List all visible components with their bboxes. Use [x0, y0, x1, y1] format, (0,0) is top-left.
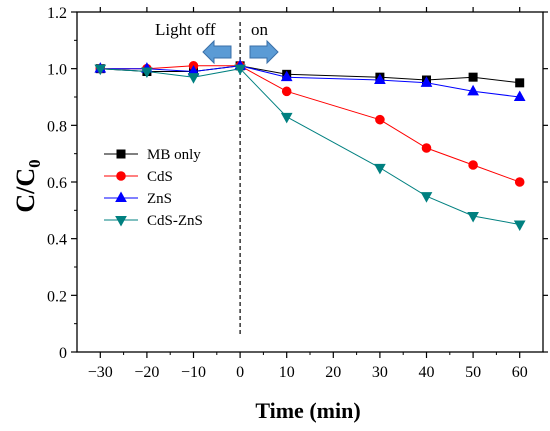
series-line	[100, 65, 520, 84]
data-point	[187, 73, 200, 84]
x-tick-label: 10	[279, 364, 295, 381]
y-axis-title: C/C0	[11, 159, 44, 212]
legend-item: CdS-ZnS	[104, 213, 203, 229]
series-zns	[94, 59, 526, 101]
data-point	[375, 114, 385, 125]
legend-label: CdS-ZnS	[147, 213, 203, 229]
y-tick-label: 1.0	[47, 62, 67, 79]
x-tick-label: 30	[372, 364, 388, 381]
data-point	[374, 163, 386, 175]
data-point	[513, 90, 526, 101]
data-point	[467, 212, 479, 223]
data-point	[421, 143, 432, 153]
x-tick-label: −10	[181, 364, 206, 381]
series-mb-only	[95, 61, 525, 88]
x-axis-title: Time (min)	[255, 398, 360, 423]
series-line	[100, 65, 520, 183]
data-point	[468, 160, 478, 170]
light-off-label: Light off	[155, 20, 216, 39]
y-tick-label: 1.2	[47, 5, 67, 22]
plot-area: −30 −20 −10 0 10 20 30 40 50 60 0 0.2 0.4 0.6 0.8 1.0 1.…	[47, 5, 548, 381]
x-tick-label: 40	[419, 364, 435, 381]
y-tick-label: 0.6	[47, 175, 67, 192]
y-axis-title-sub: 0	[25, 159, 44, 168]
data-point	[94, 64, 107, 76]
data-point	[280, 70, 293, 82]
legend-marker	[116, 149, 126, 159]
data-point	[514, 177, 525, 187]
data-point	[420, 192, 433, 203]
x-tick-label: 0	[236, 364, 244, 381]
data-point	[420, 76, 433, 87]
data-point	[513, 220, 526, 232]
data-point	[281, 86, 292, 97]
series-layer	[94, 59, 526, 232]
y-tick-label: 0	[59, 345, 67, 362]
y-axis-title-main: C/C	[11, 168, 40, 213]
svg-text:C/C0: C/C0	[11, 159, 44, 212]
series-cds-zns	[94, 64, 526, 232]
arrow-left-icon	[202, 39, 232, 65]
annotation-layer: Light off on	[155, 20, 279, 65]
arrow-right-icon	[249, 39, 279, 65]
x-tick-label: −30	[88, 364, 113, 381]
data-point	[141, 67, 153, 79]
legend-marker	[115, 191, 127, 202]
x-tick-label: 60	[512, 364, 528, 381]
legend-label: ZnS	[147, 191, 172, 207]
legend-item: ZnS	[104, 191, 172, 207]
series-cds	[95, 61, 525, 187]
legend-label: CdS	[147, 169, 173, 185]
data-point	[280, 112, 293, 124]
legend-item: MB only	[104, 147, 201, 163]
legend-marker	[116, 171, 126, 181]
data-point	[468, 72, 478, 82]
legend-label: MB only	[147, 147, 201, 163]
data-point	[467, 84, 479, 96]
y-tick-label: 0.8	[47, 118, 67, 135]
data-point	[374, 73, 386, 84]
x-tick-label: 50	[465, 364, 481, 381]
y-tick-label: 0.2	[47, 288, 67, 305]
y-tick-label: 0.4	[47, 232, 67, 249]
legend-item: CdS	[104, 169, 173, 185]
legend: MB only CdS ZnS CdS-ZnS	[104, 147, 203, 229]
data-point	[234, 64, 246, 76]
legend-marker	[115, 216, 127, 227]
series-line	[100, 65, 520, 98]
light-on-label: on	[251, 20, 269, 39]
data-point	[515, 78, 525, 88]
x-tick-label: −20	[134, 364, 159, 381]
x-tick-label: 20	[325, 364, 341, 381]
